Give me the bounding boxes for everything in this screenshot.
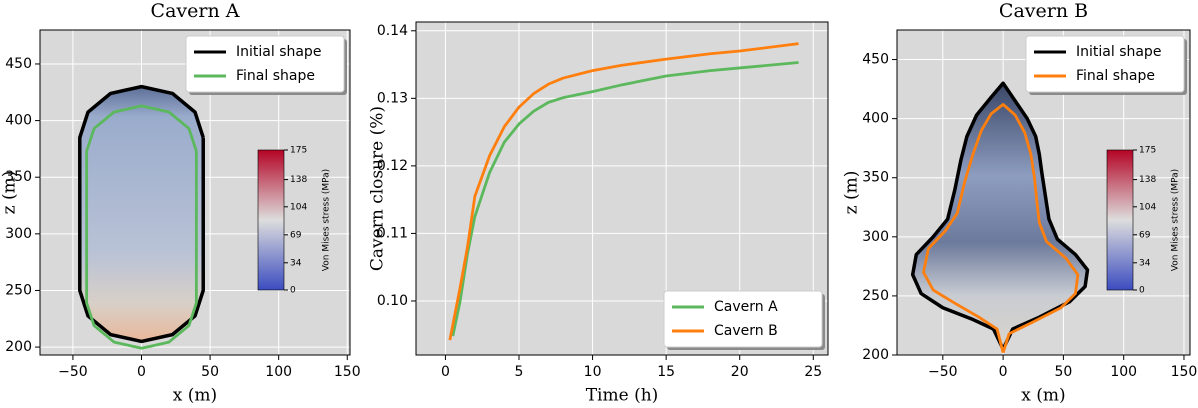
- x-tick-label: 10: [584, 364, 602, 380]
- x-tick-label: 15: [657, 364, 675, 380]
- plot-frame: [415, 21, 829, 356]
- y-tick-label: 450: [5, 56, 32, 72]
- colorbar-tick-label: 138: [1139, 175, 1156, 185]
- y-tick-label: 0.10: [377, 293, 408, 309]
- colorbar-tick-label: 175: [290, 146, 307, 156]
- y-tick-label: 300: [5, 226, 32, 242]
- y-axis-label: z (m): [0, 171, 20, 215]
- y-tick-label: 0.12: [377, 158, 408, 174]
- y-axis-label: Cavern closure (%): [368, 106, 388, 271]
- y-tick-label: 450: [862, 52, 889, 68]
- x-tick-label: 20: [731, 364, 749, 380]
- y-tick-label: 0.14: [377, 23, 408, 39]
- y-tick-label: 350: [862, 170, 889, 186]
- legend-label: Final shape: [1076, 68, 1155, 84]
- series-line: [78, 84, 205, 344]
- colorbar: [257, 149, 285, 291]
- x-axis-label: Time (h): [586, 386, 659, 406]
- x-tick-label: 0: [137, 364, 146, 380]
- colorbar-tick-label: 69: [290, 230, 302, 240]
- x-tick-label: 0: [441, 364, 450, 380]
- y-tick-label: 0.11: [377, 225, 408, 241]
- colorbar-tick-label: 69: [1139, 230, 1151, 240]
- x-axis-label: x (m): [173, 386, 217, 406]
- y-tick-label: 400: [862, 111, 889, 127]
- x-tick-label: 100: [265, 364, 292, 380]
- legend-label: Initial shape: [236, 44, 321, 60]
- y-axis-label: z (m): [842, 171, 862, 215]
- colorbar-tick-label: 0: [1139, 286, 1145, 296]
- y-tick-label: 400: [5, 113, 32, 129]
- x-tick-label: −50: [928, 364, 958, 380]
- y-tick-label: 200: [5, 339, 32, 355]
- series-line: [451, 61, 799, 337]
- stress-field: [79, 86, 204, 342]
- y-tick-label: 250: [862, 288, 889, 304]
- legend-label: Final shape: [236, 68, 315, 84]
- y-tick-label: 300: [862, 229, 889, 245]
- colorbar-tick-label: 34: [290, 258, 302, 268]
- x-tick-label: 25: [804, 364, 822, 380]
- series-line: [922, 103, 1080, 354]
- x-tick-label: −50: [58, 364, 88, 380]
- chart-title: Cavern A: [151, 0, 240, 22]
- colorbar-tick-label: 104: [290, 202, 307, 212]
- colorbar-tick-label: 138: [290, 175, 307, 185]
- y-tick-label: 0.13: [377, 90, 408, 106]
- plot-area: [78, 84, 205, 350]
- legend-label: Cavern A: [714, 299, 778, 315]
- plot-frame: [39, 29, 351, 356]
- stress-field: [912, 83, 1088, 350]
- legend: [663, 290, 823, 348]
- series-line: [448, 42, 799, 341]
- plot-area: [910, 81, 1090, 354]
- x-tick-label: 150: [334, 364, 361, 380]
- colorbar: [1106, 149, 1134, 291]
- legend: [1025, 35, 1185, 93]
- x-tick-label: 100: [1110, 364, 1137, 380]
- x-tick-label: 50: [1054, 364, 1072, 380]
- colorbar-tick-label: 175: [1139, 146, 1156, 156]
- legend-label: Cavern B: [714, 323, 778, 339]
- x-tick-label: 5: [515, 364, 524, 380]
- series-line: [910, 81, 1090, 350]
- y-tick-label: 200: [862, 347, 889, 363]
- y-tick-label: 350: [5, 169, 32, 185]
- y-tick-label: 250: [5, 282, 32, 298]
- colorbar-tick-label: 34: [1139, 258, 1151, 268]
- colorbar-label: Von Mises stress (MPa): [1171, 169, 1181, 271]
- chart-title: Cavern B: [999, 0, 1088, 22]
- colorbar-label: Von Mises stress (MPa): [322, 169, 332, 271]
- x-tick-label: 0: [999, 364, 1008, 380]
- colorbar-tick-label: 0: [290, 286, 296, 296]
- legend-label: Initial shape: [1076, 44, 1161, 60]
- plot-area: [448, 42, 799, 341]
- plot-frame: [896, 29, 1191, 356]
- x-tick-label: 50: [201, 364, 219, 380]
- legend: [185, 35, 345, 93]
- x-tick-label: 150: [1171, 364, 1198, 380]
- colorbar-tick-label: 104: [1139, 202, 1156, 212]
- series-line: [85, 104, 198, 350]
- x-axis-label: x (m): [1021, 386, 1065, 406]
